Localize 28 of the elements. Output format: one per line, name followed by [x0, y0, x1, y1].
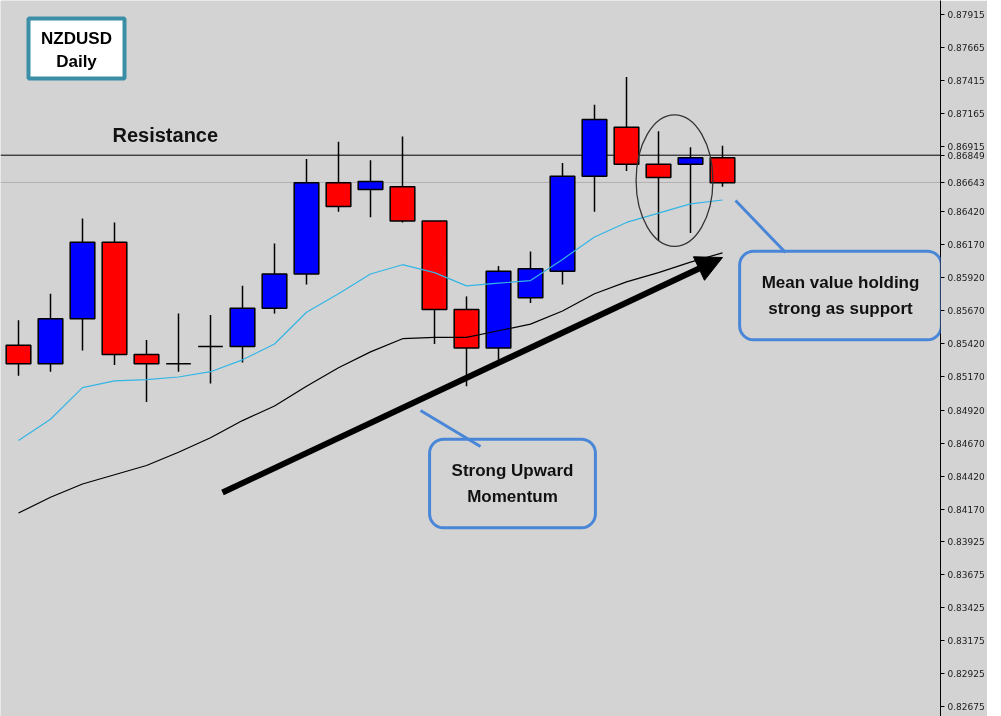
annotation: Strong Upward Momentum	[451, 461, 574, 506]
y-tick-label: 0.83175	[947, 636, 985, 647]
text: NZDUSD	[41, 29, 112, 48]
y-tick-label: 0.85420	[947, 339, 985, 350]
y-tick-label: 0.82925	[947, 669, 985, 680]
ref-line-label: Resistance	[112, 124, 219, 147]
y-tick-label: 0.87415	[947, 75, 985, 86]
y-tick-label: 0.87165	[947, 108, 985, 119]
y-tick-label: 0.87665	[947, 42, 985, 53]
y-tick-label: 0.84420	[947, 471, 985, 482]
y-tick-label: 0.82675	[947, 702, 985, 713]
y-tick-label: 0.86915	[947, 141, 985, 152]
y-tick-label: 0.85920	[947, 273, 985, 284]
y-tick-label: 0.83925	[947, 536, 985, 547]
y-tick-label: 0.86643	[947, 177, 985, 188]
y-tick-label: 0.83425	[947, 603, 985, 614]
y-tick-label: 0.84670	[947, 438, 985, 449]
y-tick-label: 0.84920	[947, 405, 985, 416]
y-tick-label: 0.86420	[947, 207, 985, 218]
y-tick-label: 0.85670	[947, 306, 985, 317]
y-tick-label: 0.86849	[947, 150, 985, 161]
text: Mean value holding strong as support	[761, 273, 920, 318]
y-tick-label: 0.87915	[947, 9, 985, 20]
y-tick-label: 0.86170	[947, 240, 985, 251]
y-tick-label: 0.85170	[947, 372, 985, 383]
text: Daily	[56, 52, 98, 71]
y-tick-label: 0.84170	[947, 504, 985, 515]
y-tick-label: 0.83675	[947, 569, 985, 580]
